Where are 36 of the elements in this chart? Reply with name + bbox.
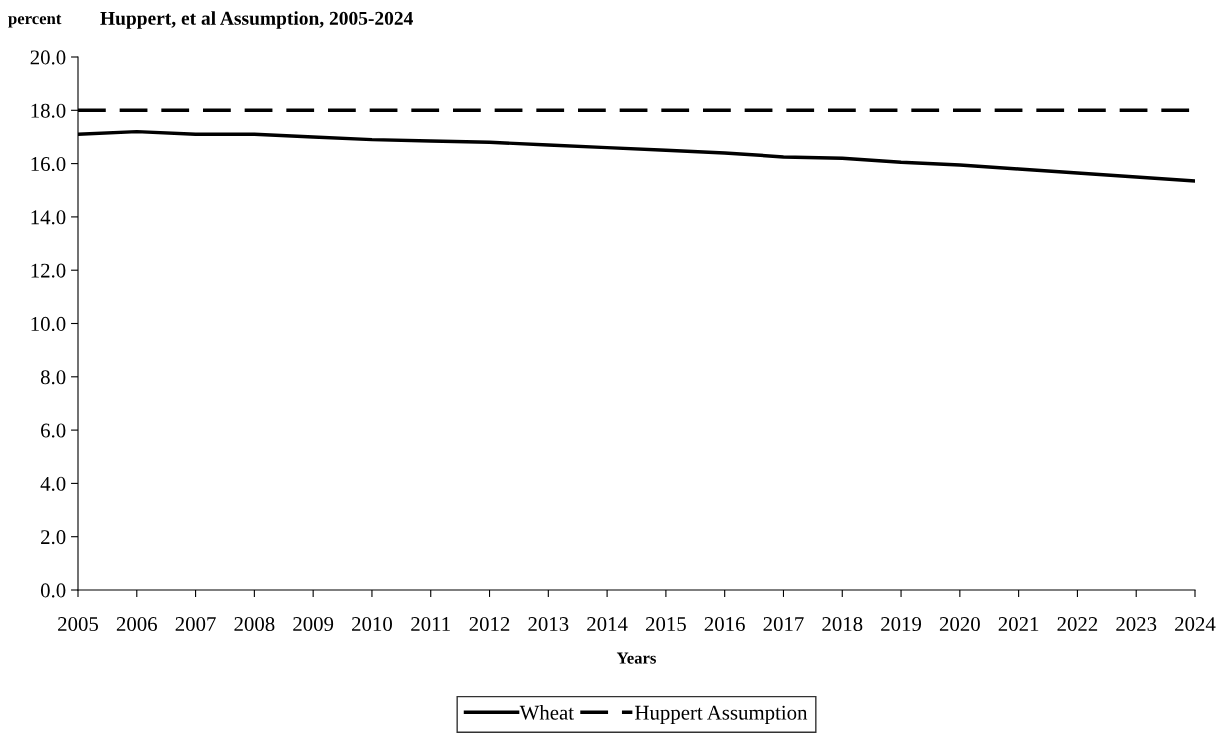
x-tick-label: 2019 bbox=[881, 616, 922, 632]
x-tick-label: 2021 bbox=[998, 616, 1039, 632]
y-tick-label: 20.0 bbox=[30, 50, 66, 65]
y-tick-label: 10.0 bbox=[31, 316, 66, 332]
x-tick-label: 2024 bbox=[1175, 616, 1216, 632]
legend-label: Wheat bbox=[519, 705, 574, 720]
y-tick-label: 18.0 bbox=[31, 103, 66, 118]
x-tick-label: 2008 bbox=[234, 616, 275, 632]
y-tick-label: 6.0 bbox=[41, 423, 66, 438]
y-tick-label: 0.0 bbox=[40, 583, 66, 598]
x-tick-label: 2007 bbox=[175, 616, 216, 632]
x-tick-label: 2016 bbox=[704, 616, 745, 632]
y-axis-title: percent bbox=[8, 14, 62, 28]
y-tick-label: 4.0 bbox=[40, 476, 66, 491]
x-tick-label: 2017 bbox=[763, 616, 804, 632]
legend-label: Huppert Assumption bbox=[635, 705, 808, 724]
x-tick-label: 2006 bbox=[116, 616, 157, 632]
y-tick-label: 12.0 bbox=[31, 263, 66, 278]
x-tick-label: 2023 bbox=[1116, 616, 1157, 632]
y-tick-label: 2.0 bbox=[41, 530, 66, 545]
x-tick-label: 2022 bbox=[1057, 616, 1098, 632]
x-tick-label: 2014 bbox=[587, 616, 628, 632]
x-tick-label: 2010 bbox=[352, 616, 392, 632]
x-axis-title: Years bbox=[616, 652, 656, 664]
x-tick-label: 2009 bbox=[293, 616, 334, 632]
x-tick-label: 2018 bbox=[822, 616, 863, 632]
x-tick-label: 2005 bbox=[58, 616, 99, 632]
x-tick-label: 2013 bbox=[528, 616, 569, 632]
y-tick-label: 14.0 bbox=[31, 210, 66, 225]
x-tick-label: 2012 bbox=[469, 616, 510, 632]
y-tick-label: 8.0 bbox=[40, 370, 66, 385]
x-tick-label: 2011 bbox=[411, 616, 450, 632]
x-tick-label: 2015 bbox=[645, 616, 686, 632]
y-tick-label: 16.0 bbox=[31, 156, 66, 172]
chart-title: Huppert, et al Assumption, 2005-2024 bbox=[100, 11, 413, 29]
x-tick-label: 2020 bbox=[939, 616, 980, 632]
